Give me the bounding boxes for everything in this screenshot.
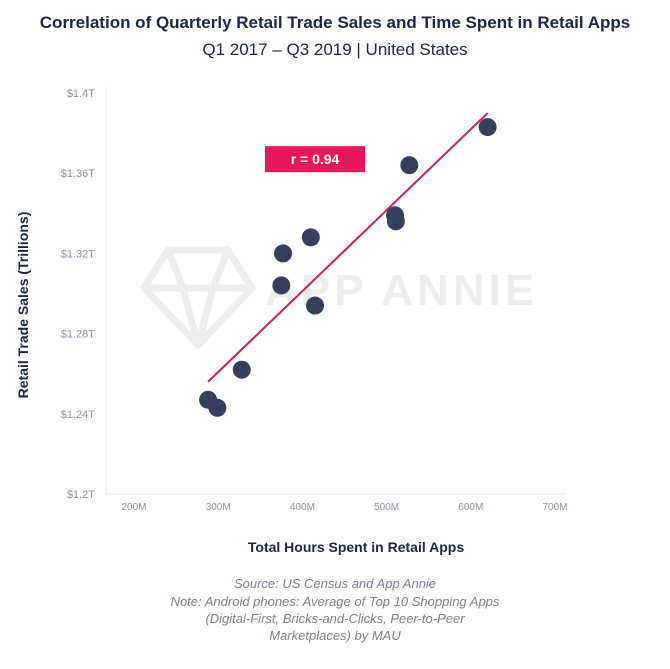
y-axis-label: Retail Trade Sales (Trillions) — [15, 212, 31, 399]
y-tick-label: $1.24T — [61, 409, 96, 421]
x-tick-label: 700M — [542, 502, 567, 513]
data-point — [400, 156, 419, 175]
annotation-box — [265, 146, 366, 173]
points-layer — [199, 118, 497, 417]
data-point — [301, 228, 320, 247]
axes: $1.2T $1.24T $1.28T $1.32T $1.36T $1.4T 200M 30… — [61, 87, 568, 513]
data-point — [386, 212, 405, 231]
data-point — [208, 398, 227, 417]
y-tick-label: $1.4T — [67, 88, 95, 100]
diamond-logo-icon — [140, 246, 256, 349]
data-point — [306, 296, 325, 315]
data-point — [478, 118, 497, 137]
annotation-layer: r = 0.94 — [265, 146, 366, 173]
x-tick-label: 500M — [374, 502, 399, 513]
source-note: Source: US Census and App Annie — [233, 576, 437, 591]
note-line-3: Marketplaces) by MAU — [269, 628, 401, 643]
chart-title: Correlation of Quarterly Retail Trade Sa… — [39, 13, 631, 32]
y-tick-label: $1.28T — [61, 329, 96, 341]
x-tick-label: 400M — [290, 502, 315, 513]
x-tick-label: 600M — [458, 502, 483, 513]
trendline — [207, 112, 489, 383]
y-tick-label: $1.2T — [67, 489, 95, 501]
annotation-text: r = 0.94 — [291, 151, 340, 167]
x-tick-label: 200M — [121, 502, 146, 513]
data-point — [274, 244, 293, 263]
data-point — [272, 276, 291, 295]
x-tick-label: 300M — [206, 502, 231, 513]
y-tick-label: $1.36T — [61, 168, 96, 180]
watermark-text: APP ANNIE — [265, 266, 538, 315]
watermark: APP ANNIE — [140, 246, 538, 349]
note-line-1: Note: Android phones: Average of Top 10 … — [170, 594, 500, 609]
note-line-2: (Digital-First, Bricks-and-Clicks, Peer-… — [205, 611, 465, 626]
chart-subtitle: Q1 2017 – Q3 2019 | United States — [202, 40, 468, 59]
data-point — [232, 360, 251, 379]
y-tick-label: $1.32T — [61, 248, 96, 260]
trendline-layer — [207, 112, 489, 383]
x-axis-label: Total Hours Spent in Retail Apps — [248, 539, 464, 555]
